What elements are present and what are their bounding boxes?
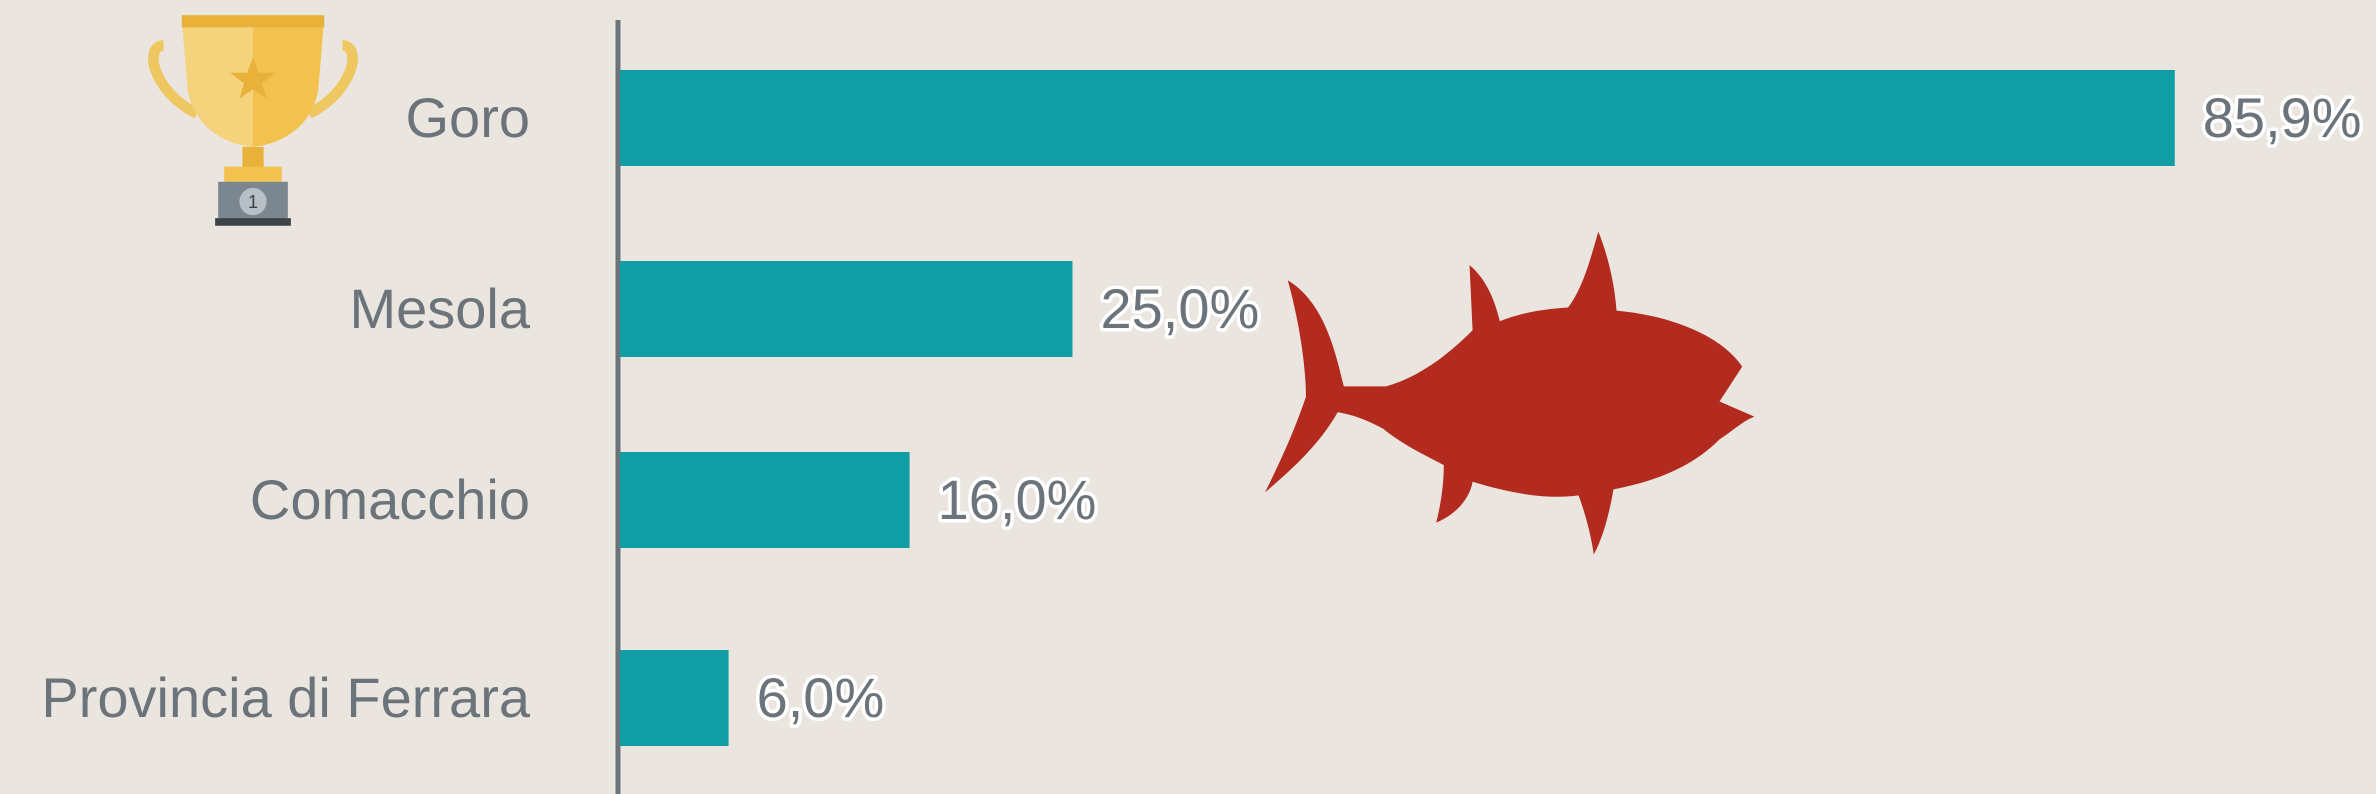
bar	[620, 70, 2175, 166]
value-label: 25,0%	[1101, 277, 1260, 340]
trophy-icon: 1	[148, 15, 358, 226]
category-label: Goro	[406, 86, 531, 149]
value-label: 85,9%	[2203, 86, 2362, 149]
fish-icon	[1265, 231, 1755, 555]
category-label: Mesola	[349, 277, 530, 340]
plot-area: Goro 85,9%Mesola 25,0%Comacchio 16,0%Provin…	[41, 70, 2365, 746]
category-label: Provincia di Ferrara	[41, 666, 530, 729]
category-label: Comacchio	[250, 468, 530, 531]
value-label: 16,0%	[938, 468, 1097, 531]
bar	[620, 452, 910, 548]
bar	[620, 261, 1073, 357]
value-label: 6,0%	[757, 666, 885, 729]
bar	[620, 650, 729, 746]
svg-text:1: 1	[248, 192, 258, 212]
